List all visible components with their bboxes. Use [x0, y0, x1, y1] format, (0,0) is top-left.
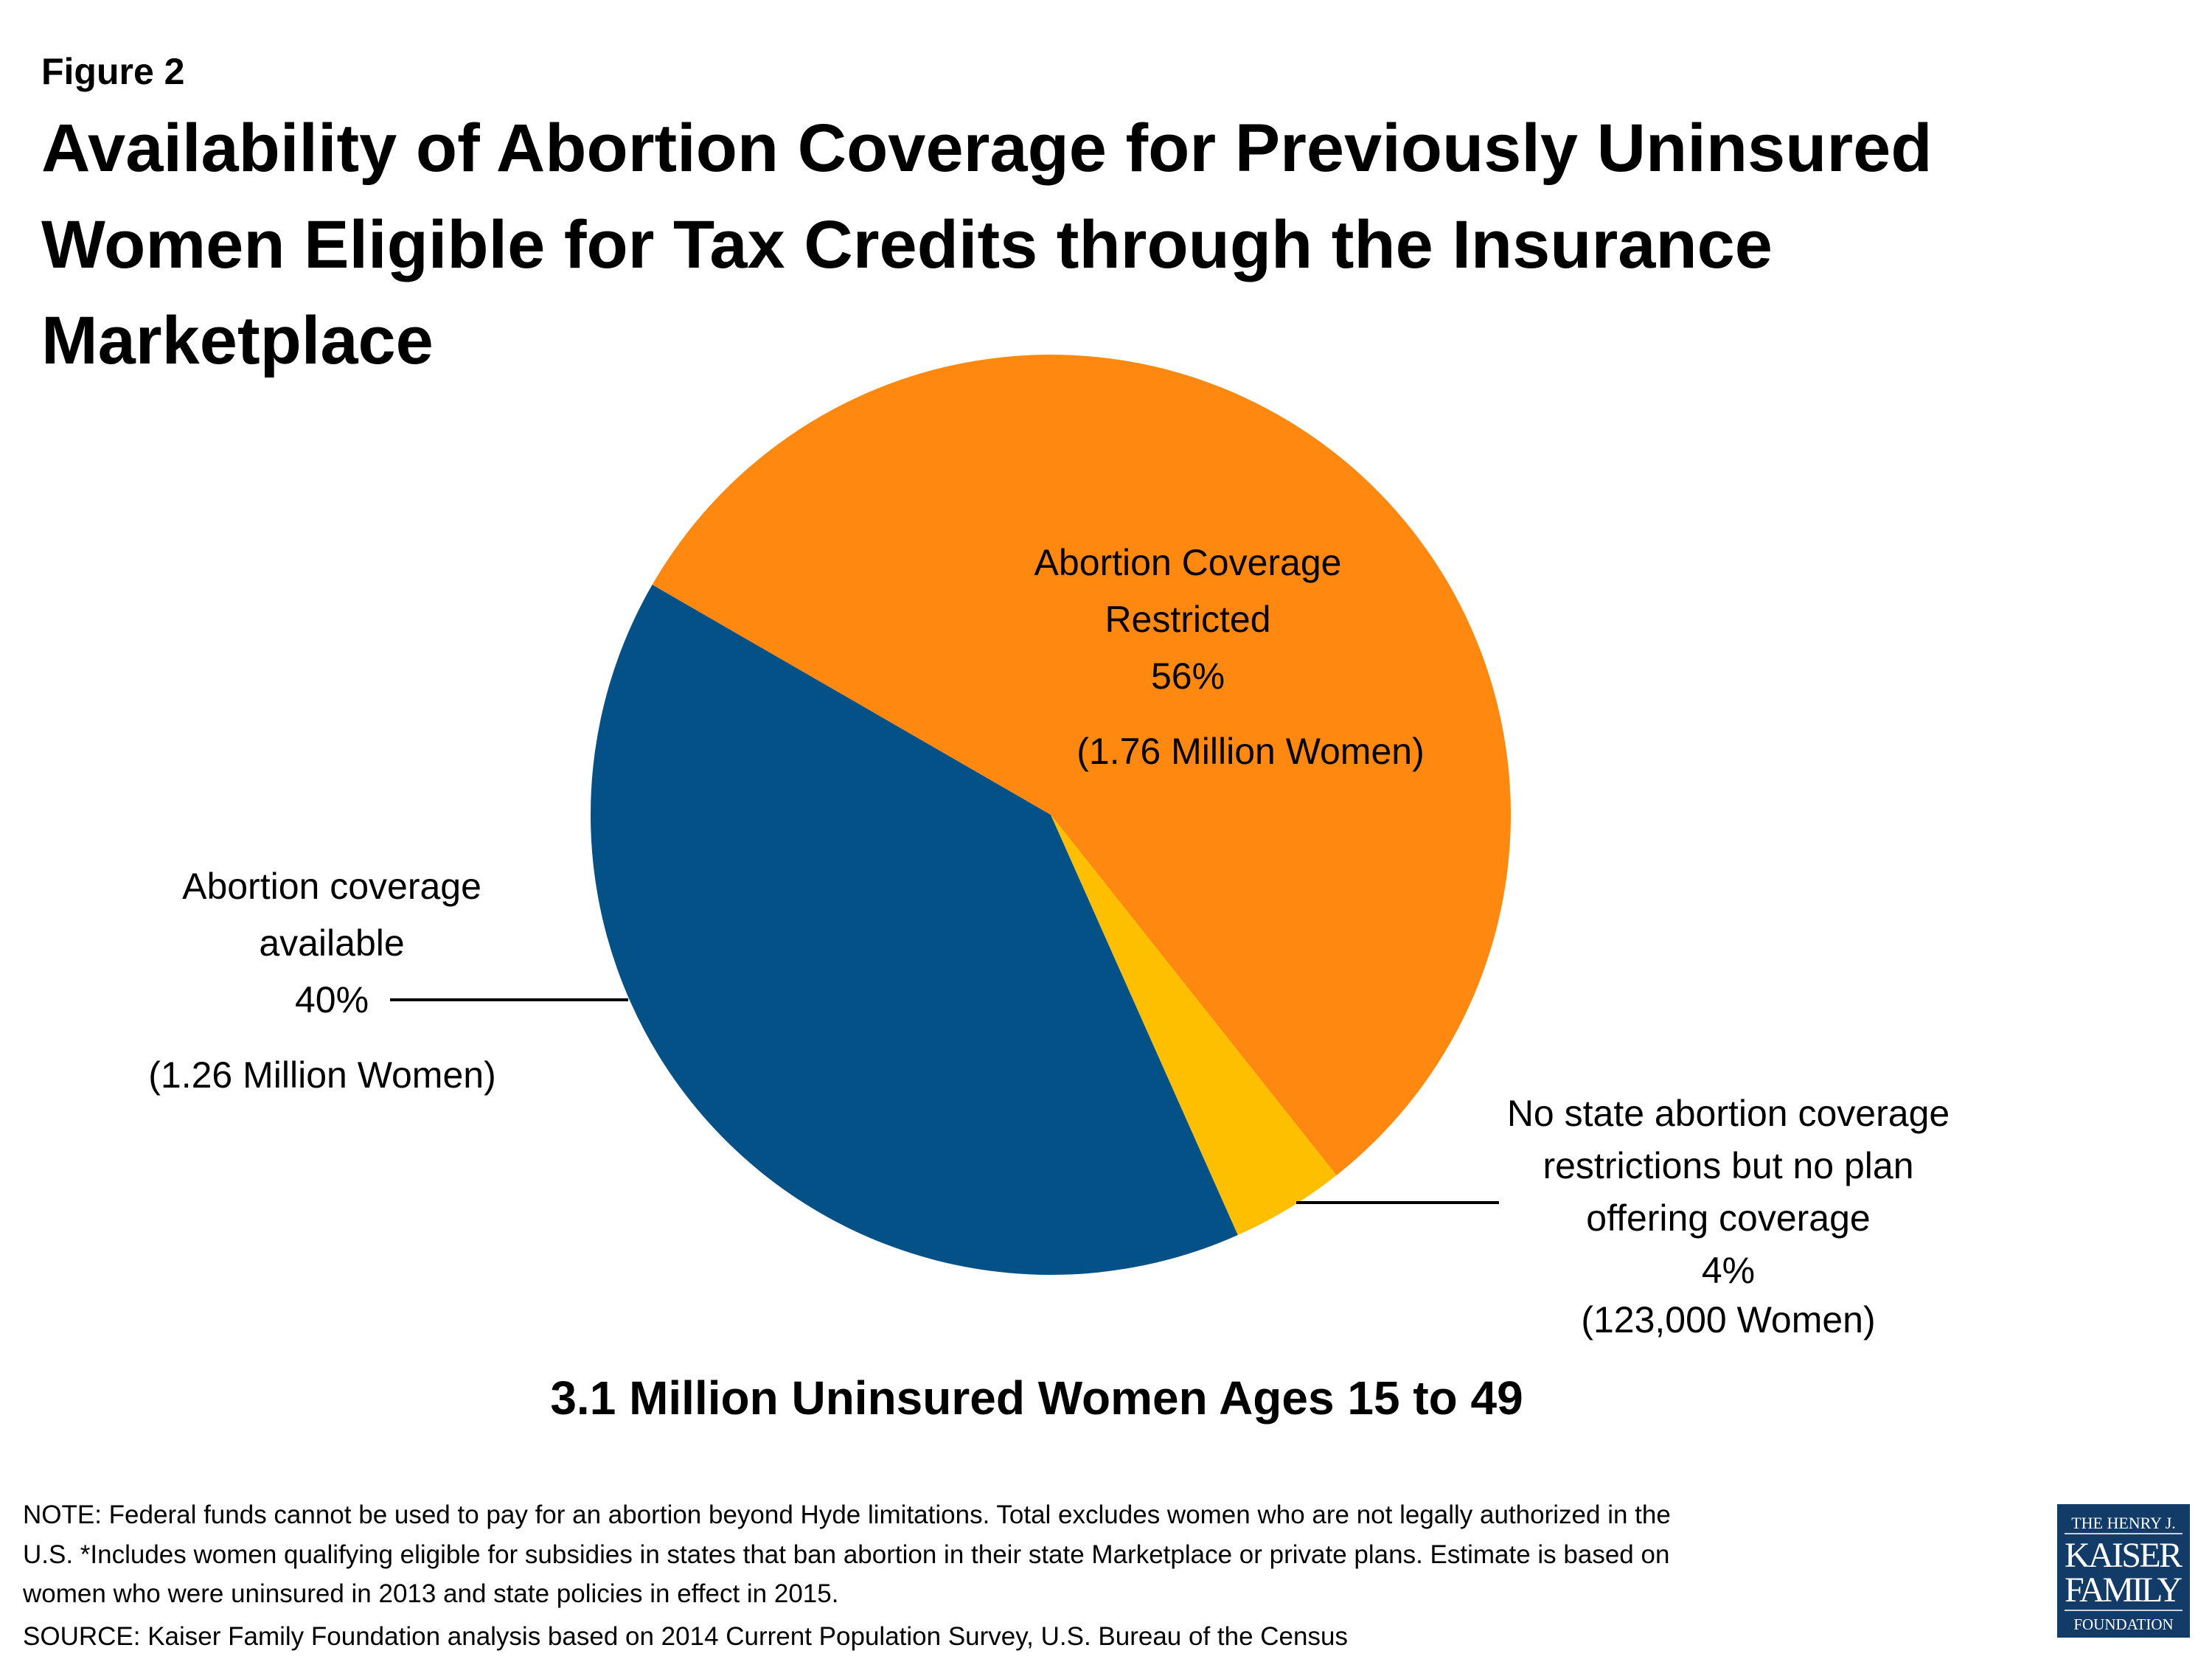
label-line: available — [259, 922, 404, 964]
count-label: (1.76 Million Women) — [1077, 731, 1424, 772]
figure-label: Figure 2 — [41, 51, 184, 92]
label-line: Abortion Coverage — [1034, 542, 1342, 583]
logo-text: FAMILY — [2065, 1571, 2183, 1610]
note-line: U.S. *Includes women qualifying eligible… — [23, 1540, 1669, 1569]
note-line: NOTE: Federal funds cannot be used to pa… — [23, 1500, 1671, 1529]
note-line: women who were uninsured in 2013 and sta… — [22, 1579, 838, 1608]
slice-label-no-plan: No state abortion coverage restrictions … — [1296, 1093, 1950, 1340]
label-line: restrictions but no plan — [1543, 1145, 1913, 1186]
logo-text: FOUNDATION — [2073, 1615, 2173, 1633]
notes: NOTE: Federal funds cannot be used to pa… — [22, 1500, 1671, 1651]
kff-logo: THE HENRY J. KAISER FAMILY FOUNDATION — [2057, 1504, 2190, 1638]
title-line: Availability of Abortion Coverage for Pr… — [41, 111, 1933, 186]
pie-chart — [590, 354, 1512, 1275]
label-line: No state abortion coverage — [1507, 1093, 1950, 1134]
chart-title: Availability of Abortion Coverage for Pr… — [41, 111, 1933, 378]
logo-text: THE HENRY J. — [2071, 1514, 2176, 1532]
logo-text: KAISER — [2065, 1536, 2183, 1575]
pie-slice-no-plan — [1051, 815, 1337, 1236]
percent-label: 4% — [1702, 1250, 1755, 1291]
label-line: Abortion coverage — [182, 866, 481, 907]
chart-subtitle: 3.1 Million Uninsured Women Ages 15 to 4… — [550, 1371, 1523, 1425]
source-line: SOURCE: Kaiser Family Foundation analysi… — [23, 1622, 1348, 1651]
pie-slice-restricted — [652, 354, 1512, 1176]
percent-label: 40% — [295, 979, 369, 1020]
label-line: Restricted — [1105, 599, 1270, 640]
title-line: Marketplace — [41, 303, 434, 378]
slice-label-available: Abortion coverage available 40% (1.26 Mi… — [148, 866, 628, 1096]
count-label: (1.26 Million Women) — [148, 1054, 495, 1096]
count-label: (123,000 Women) — [1581, 1299, 1875, 1340]
title-line: Women Eligible for Tax Credits through t… — [41, 207, 1773, 282]
pie-slice-available — [590, 585, 1238, 1275]
label-line: offering coverage — [1586, 1197, 1870, 1239]
slice-label-restricted: Abortion Coverage Restricted 56% (1.76 M… — [1034, 542, 1425, 772]
percent-label: 56% — [1151, 655, 1225, 697]
logo-background — [2057, 1504, 2190, 1638]
